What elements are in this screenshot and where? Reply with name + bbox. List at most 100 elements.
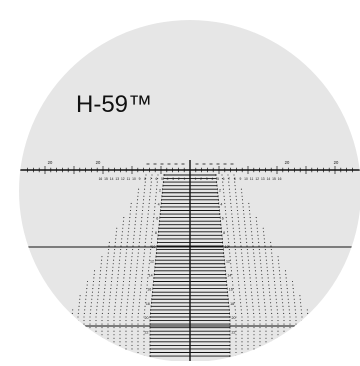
holdover-dot: [83, 316, 85, 318]
holdover-dot: [299, 295, 301, 297]
horizontal-scale-ticks: [27, 166, 353, 174]
holdover-dot: [241, 312, 243, 315]
holdover-dot: [226, 220, 228, 222]
holdover-dot: [126, 245, 128, 247]
holdover-dot: [86, 284, 88, 286]
holdover-dot: [71, 344, 73, 346]
holdover-dot: [125, 316, 127, 318]
holdover-dot: [274, 288, 276, 290]
holdover-dot: [71, 330, 73, 332]
holdover-dot: [144, 181, 146, 183]
holdover-dot: [143, 316, 145, 318]
holdover-dot: [247, 327, 249, 329]
holdover-dot: [138, 241, 140, 243]
holdover-dot: [280, 284, 282, 286]
holdover-dot: [247, 355, 249, 357]
holdover-dot: [253, 334, 255, 336]
holdover-dot: [271, 355, 273, 357]
holdover-dot: [270, 249, 272, 251]
holdover-dot: [126, 302, 128, 304]
holdover-dot: [145, 298, 147, 300]
holdover-dot: [151, 174, 153, 176]
holdover-dot: [117, 273, 119, 275]
holdover-dot: [137, 199, 139, 201]
holdover-dot: [239, 234, 241, 236]
holdover-dot: [92, 288, 94, 290]
horizontal-minor-label: 3: [206, 177, 208, 181]
holdover-dot: [287, 291, 289, 293]
holdover-dot: [289, 351, 291, 354]
holdover-dot: [224, 209, 227, 212]
holdover-dot: [77, 348, 79, 350]
holdover-dot: [107, 330, 109, 332]
holdover-dot: [229, 252, 231, 254]
holdover-dot: [241, 337, 243, 339]
holdover-dot: [125, 327, 127, 329]
holdover-dot: [271, 256, 273, 258]
holdover-dot: [120, 305, 122, 307]
holdover-dot: [264, 249, 266, 251]
holdover-dot: [260, 263, 262, 265]
holdover-dot: [125, 337, 127, 339]
holdover-dot: [95, 323, 97, 325]
holdover-dot: [156, 185, 158, 187]
holdover-dot: [262, 284, 264, 286]
holdover-dot: [154, 206, 156, 208]
holdover-dot: [270, 241, 272, 243]
reticle-title: H-59™: [76, 91, 152, 118]
holdover-dot: [235, 252, 237, 254]
holdover-dot: [85, 298, 87, 300]
holdover-dot: [269, 295, 271, 297]
holdover-dot: [71, 351, 73, 354]
holdover-dot: [83, 327, 85, 329]
holdover-dot: [267, 277, 269, 279]
holdover-dot: [133, 238, 135, 240]
holdover-dot: [227, 231, 229, 233]
holdover-dot: [138, 302, 140, 304]
holdover-dot: [229, 199, 231, 201]
holdover-dot: [112, 270, 114, 272]
holdover-dot: [79, 295, 81, 297]
holdover-dot: [271, 351, 273, 354]
holdover-dot: [107, 355, 109, 357]
horizontal-minor-label: 2: [178, 177, 180, 181]
holdover-dot: [129, 213, 131, 215]
holdover-dot: [235, 327, 237, 329]
holdover-dot: [101, 341, 103, 343]
holdover-dot: [149, 192, 151, 194]
holdover-dot: [134, 284, 136, 286]
holdover-dot: [120, 309, 122, 311]
holdover-dot: [248, 206, 250, 208]
holdover-dot: [149, 199, 151, 201]
holdover-dot: [277, 320, 279, 322]
holdover-dot: [265, 337, 267, 339]
holdover-dot: [236, 209, 239, 212]
holdover-dot: [235, 316, 237, 318]
holdover-dot: [234, 302, 236, 304]
holdover-dot: [104, 284, 106, 286]
holdover-dot: [95, 334, 97, 336]
horizontal-major-label: 20: [48, 160, 53, 165]
holdover-dot: [307, 327, 309, 329]
holdover-dot: [102, 309, 104, 311]
holdover-dot: [278, 270, 281, 272]
holdover-dot: [247, 337, 249, 339]
holdover-dot: [253, 355, 255, 357]
holdover-dot: [119, 348, 121, 350]
holdover-dot: [71, 337, 73, 339]
holdover-dot: [230, 209, 233, 212]
holdover-dot: [289, 341, 291, 343]
holdover-dot: [119, 312, 121, 315]
holdover-dot: [100, 263, 102, 265]
holdover-dot: [240, 249, 242, 251]
holdover-dot: [121, 298, 123, 300]
holdover-dot: [247, 312, 249, 315]
holdover-dot: [143, 192, 145, 194]
holdover-dot: [295, 312, 297, 315]
holdover-dot: [128, 227, 130, 229]
holdover-dot: [249, 280, 252, 283]
holdover-dot: [100, 266, 102, 268]
holdover-dot: [125, 348, 127, 350]
holdover-dot: [108, 302, 110, 304]
